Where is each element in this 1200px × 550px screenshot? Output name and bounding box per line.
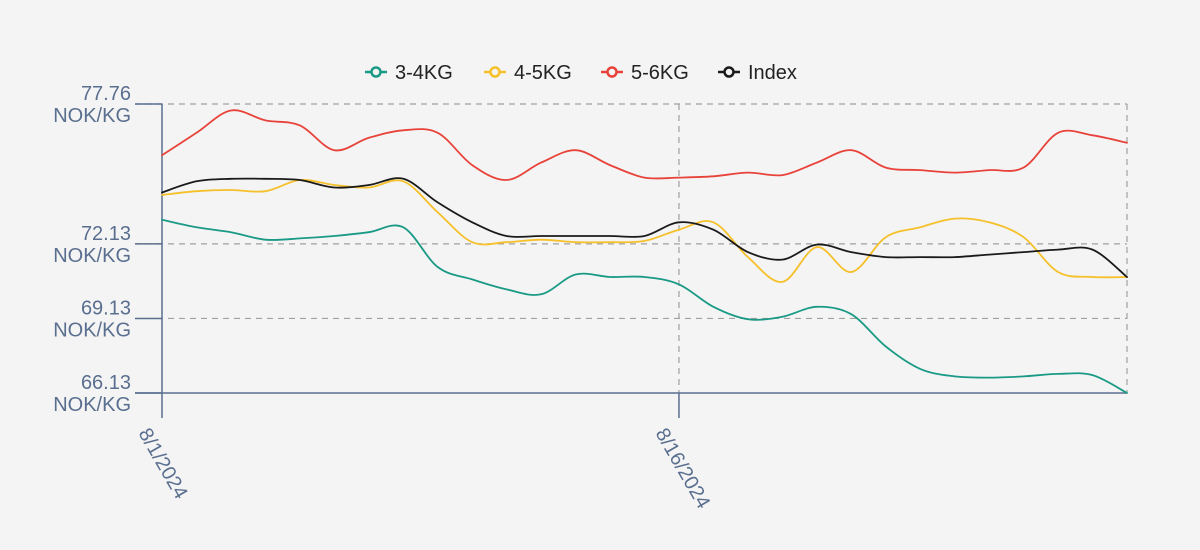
legend-marker [489,66,501,78]
gridlines [135,103,1128,393]
legend-label: Index [748,62,797,84]
legend-item-index[interactable]: Index [718,62,797,84]
legend-item-5-6kg[interactable]: 5-6KG [601,62,689,84]
series-line-3-4kg [161,218,1128,394]
series-line-5-6kg [161,109,1128,181]
y-tick-label: 72.13 NOK/KG [53,223,131,267]
y-axis-ticks: 77.76 NOK/KG 72.13 NOK/KG 69.13 NOK/KG 66.13 NO… [53,83,162,416]
series-line-index [161,177,1128,278]
x-tick-label: 8/16/2024 [651,425,715,513]
series-lines [161,109,1128,394]
legend-marker [723,66,735,78]
series-line-4-5kg [161,178,1128,283]
legend-label: 5-6KG [631,62,689,84]
y-tick-label: 69.13 NOK/KG [53,297,131,341]
y-tick-label: 66.13 NOK/KG [53,372,131,416]
legend: 3-4KG 4-5KG 5-6KG Index [365,62,797,84]
axes [135,104,1127,394]
legend-item-4-5kg[interactable]: 4-5KG [484,62,572,84]
x-tick-label: 8/1/2024 [134,425,192,503]
legend-item-3-4kg[interactable]: 3-4KG [365,62,453,84]
legend-label: 3-4KG [395,62,453,84]
legend-marker [606,66,618,78]
x-axis-ticks: 8/1/2024 8/16/2024 [134,393,715,513]
legend-marker [370,66,382,78]
y-tick-label: 77.76 NOK/KG [53,83,131,127]
legend-label: 4-5KG [514,62,572,84]
